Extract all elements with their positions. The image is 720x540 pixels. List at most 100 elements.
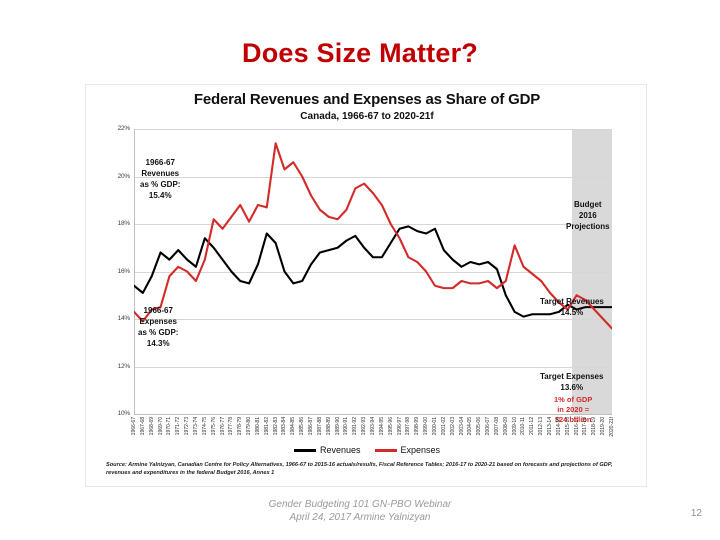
y-axis-tick-label: 18% — [117, 220, 131, 227]
y-axis-tick-label: 14% — [117, 315, 131, 322]
series-line-revenues — [134, 225, 612, 318]
x-axis-tick-label: 1992-93 — [361, 417, 368, 436]
x-axis-tick-label: 1991-92 — [352, 417, 359, 436]
y-axis-tick-label: 16% — [117, 267, 131, 275]
x-axis-tick-label: 1998-99 — [414, 417, 421, 436]
plot-area: 10% 12% 14% 16% 18% 20% 22% 1966-67 Revenues a… — [114, 125, 619, 424]
x-axis-tick-label: 2004-05 — [467, 417, 474, 436]
x-axis-tick-label: 2007-08 — [493, 417, 500, 436]
chart-image: Federal Revenues and Expenses as Share o… — [85, 84, 647, 487]
x-axis-tick-label: 1994-95 — [378, 417, 385, 436]
x-axis-tick-label: 1974-75 — [201, 417, 208, 436]
legend-item-revenues: Revenues — [293, 445, 361, 455]
x-axis-tick-label: 1985-86 — [299, 417, 306, 436]
annotation-line: 1966-67 — [143, 306, 173, 315]
x-axis-tick-label: 2015-16 — [564, 417, 571, 436]
gridline — [134, 176, 612, 178]
x-axis-tick-label: 2009-10 — [511, 417, 518, 436]
slide-title: Does Size Matter? — [242, 38, 478, 68]
x-axis-tick-label: 2001-02 — [440, 417, 447, 436]
annotation-line: as % GDP: — [138, 328, 179, 337]
annotation-line: Target Expenses — [540, 372, 604, 381]
x-axis-tick-label: 2008-09 — [502, 417, 509, 436]
page-number: 12 — [690, 508, 702, 519]
annotation-target-expenses: Target Expenses 13.6% — [540, 371, 603, 393]
x-axis-tick-label: 1971-72 — [175, 417, 182, 436]
x-axis-tick-label: 1984-85 — [290, 417, 297, 436]
x-axis-tick-label: 1983-84 — [281, 417, 288, 436]
x-axis-tick-label: 1976-77 — [219, 417, 226, 436]
annotation-gdp-note: 1% of GDP in 2020 = $24 billion — [554, 395, 592, 425]
x-axis-tick-label: 1972-73 — [184, 417, 191, 436]
annotation-line: Projections — [566, 222, 610, 231]
x-axis-tick-label: 1982-83 — [272, 417, 279, 436]
gridline — [134, 129, 612, 130]
x-axis: 1966-67 1967-68 1968-69 1969-70 1970-71 1971-… — [131, 414, 615, 484]
x-axis-tick-label: 2019-20 — [600, 417, 607, 436]
x-axis-tick-label: 1988-89 — [325, 417, 332, 436]
x-axis-tick-label: 1997-98 — [405, 417, 412, 436]
legend-label-revenues: Revenues — [319, 445, 361, 455]
annotation-expenses-1966: 1966-67 Expenses as % GDP: 14.3% — [138, 305, 178, 349]
y-axis-tick-label: 20% — [117, 172, 131, 180]
x-axis-tick-label: 1996-97 — [396, 417, 403, 436]
x-axis-tick-label: 2002-03 — [449, 417, 456, 436]
annotation-line: 1966-67 — [145, 158, 175, 167]
chart-subtitle: Canada, 1966-67 to 2020-21f — [300, 111, 434, 122]
x-axis-tick-label: 1966-67 — [131, 417, 137, 436]
annotation-revenues-1966: 1966-67 Revenues as % GDP: 15.4% — [140, 157, 180, 201]
x-axis-tick-label: 1999-00 — [423, 417, 430, 436]
x-axis-tick-label: 2003-04 — [458, 417, 465, 436]
legend-item-expenses: Expenses — [374, 445, 441, 455]
x-axis-tick-label: 1989-90 — [334, 417, 341, 436]
x-axis-tick-label: 1977-78 — [228, 417, 235, 436]
y-axis-tick-label: 12% — [117, 362, 131, 370]
x-axis-tick-label: 1980-81 — [254, 417, 261, 436]
series-line-expenses — [134, 142, 612, 330]
gridline — [134, 271, 612, 273]
x-axis-tick-label: 1979-80 — [246, 417, 253, 436]
y-axis-tick-label: 10% — [117, 410, 131, 417]
x-axis-line — [134, 414, 612, 415]
series-lines — [134, 142, 612, 330]
footer-line-1: Gender Budgeting 101 GN-PBO Webinar — [268, 499, 452, 510]
x-axis-tick-label: 2014-15 — [555, 417, 562, 436]
x-axis-tick-label: 1968-69 — [148, 417, 155, 436]
slide-footer: Gender Budgeting 101 GN-PBO Webinar Apri… — [0, 498, 720, 524]
x-axis-tick-label: 1973-74 — [192, 417, 199, 436]
annotation-line: 15.4% — [148, 191, 172, 200]
legend-label-expenses: Expenses — [400, 445, 441, 455]
chart-legend: Revenues Expenses — [86, 445, 648, 455]
x-axis-tick-label: 2013-14 — [547, 417, 554, 436]
x-axis-tick-label: 1993-94 — [370, 417, 376, 436]
x-axis-tick-label: 2016-17 — [573, 417, 580, 436]
legend-swatch-expenses-icon — [374, 448, 397, 452]
x-axis-tick-label: 2000-01 — [431, 417, 438, 436]
legend-swatch-revenues-icon — [293, 448, 316, 452]
footer-line-2: April 24, 2017 Armine Yalnizyan — [289, 512, 431, 523]
annotation-line: 13.6% — [560, 383, 584, 392]
chart-title: Federal Revenues and Expenses as Share o… — [193, 91, 541, 108]
plot-inner: 10% 12% 14% 16% 18% 20% 22% 1966-67 Revenues a… — [118, 125, 612, 424]
x-axis-tick-label: 1978-79 — [237, 417, 244, 436]
gridline — [134, 366, 612, 368]
annotation-line: as % GDP: — [140, 180, 181, 189]
annotation-line: 1% of GDP — [554, 395, 593, 404]
annotation-target-revenues: Target Revenues 14.5% — [540, 296, 604, 318]
x-axis-tick-label: 1986-87 — [308, 417, 315, 436]
x-axis-tick-label: 1990-91 — [343, 417, 350, 436]
annotation-line: 14.3% — [146, 339, 170, 348]
x-axis-tick-label: 1975-76 — [210, 417, 217, 436]
y-axis-tick-label: 22% — [117, 125, 131, 132]
x-axis-tick-label: 1969-70 — [157, 417, 164, 436]
y-axis-line — [134, 129, 135, 414]
annotation-budget-projections: Budget 2016 Projections — [566, 199, 610, 232]
x-axis-tick-label: 1995-96 — [387, 417, 394, 436]
annotation-line: 14.5% — [560, 308, 584, 317]
annotation-line: 2016 — [578, 211, 597, 220]
x-axis-tick-label: 2020-21f — [609, 417, 615, 437]
annotation-line: Budget — [574, 200, 602, 209]
chart-source-note: Source: Armine Yalnizyan, Canadian Centr… — [106, 462, 613, 476]
x-axis-tick-label: 2005-06 — [476, 417, 483, 436]
x-axis-tick-label: 1981-82 — [263, 417, 270, 436]
